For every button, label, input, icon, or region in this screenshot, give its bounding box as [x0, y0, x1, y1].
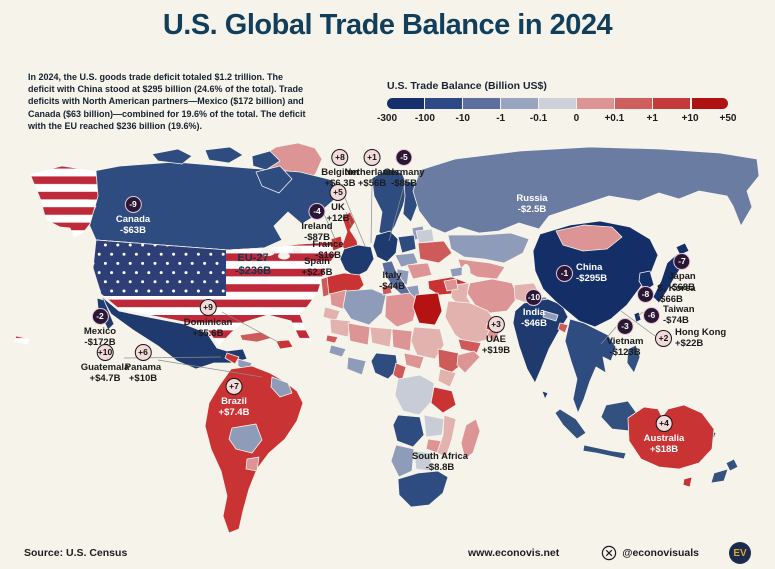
legend-segment: [615, 98, 652, 109]
footer: Source: U.S. Census www.econovis.net @ec…: [0, 540, 775, 566]
legend: U.S. Trade Balance (Billion US$) -300 -10…: [377, 80, 736, 126]
legend-tick: -0.1: [529, 113, 548, 124]
legend-tick-labels: -300 -100 -10 -1 -0.1 0 +0.1 +1 +10 +50: [377, 113, 736, 126]
x-social-icon: [602, 545, 617, 561]
legend-tick: +1: [646, 113, 658, 124]
legend-tick: 0: [573, 113, 580, 124]
econovis-logo: EV: [729, 542, 751, 564]
legend-title: U.S. Trade Balance (Billion US$): [387, 80, 547, 92]
legend-segment: [577, 98, 614, 109]
legend-segment: [463, 98, 500, 109]
social-handle[interactable]: @econovisuals: [622, 547, 699, 559]
legend-tick: -100: [414, 113, 435, 124]
legend-segment: [425, 98, 462, 109]
source-credit: Source: U.S. Census: [24, 547, 128, 559]
intro-paragraph: In 2024, the U.S. goods trade deficit to…: [28, 72, 306, 131]
legend-segment: [501, 98, 538, 109]
legend-tick: +50: [719, 113, 737, 124]
legend-color-scale: [387, 98, 729, 109]
legend-segment: [653, 98, 690, 109]
page-title: U.S. Global Trade Balance in 2024: [162, 9, 613, 41]
legend-segment: [539, 98, 576, 109]
legend-tick: -1: [496, 113, 506, 124]
legend-tick: +0.1: [604, 113, 625, 124]
countries-layer: [13, 142, 760, 534]
legend-tick: +10: [681, 113, 699, 124]
legend-tick: -10: [455, 113, 470, 124]
legend-segment: [691, 98, 729, 109]
legend-segment: [387, 98, 424, 109]
website-link[interactable]: www.econovis.net: [468, 547, 560, 559]
legend-tick: -300: [376, 113, 398, 124]
